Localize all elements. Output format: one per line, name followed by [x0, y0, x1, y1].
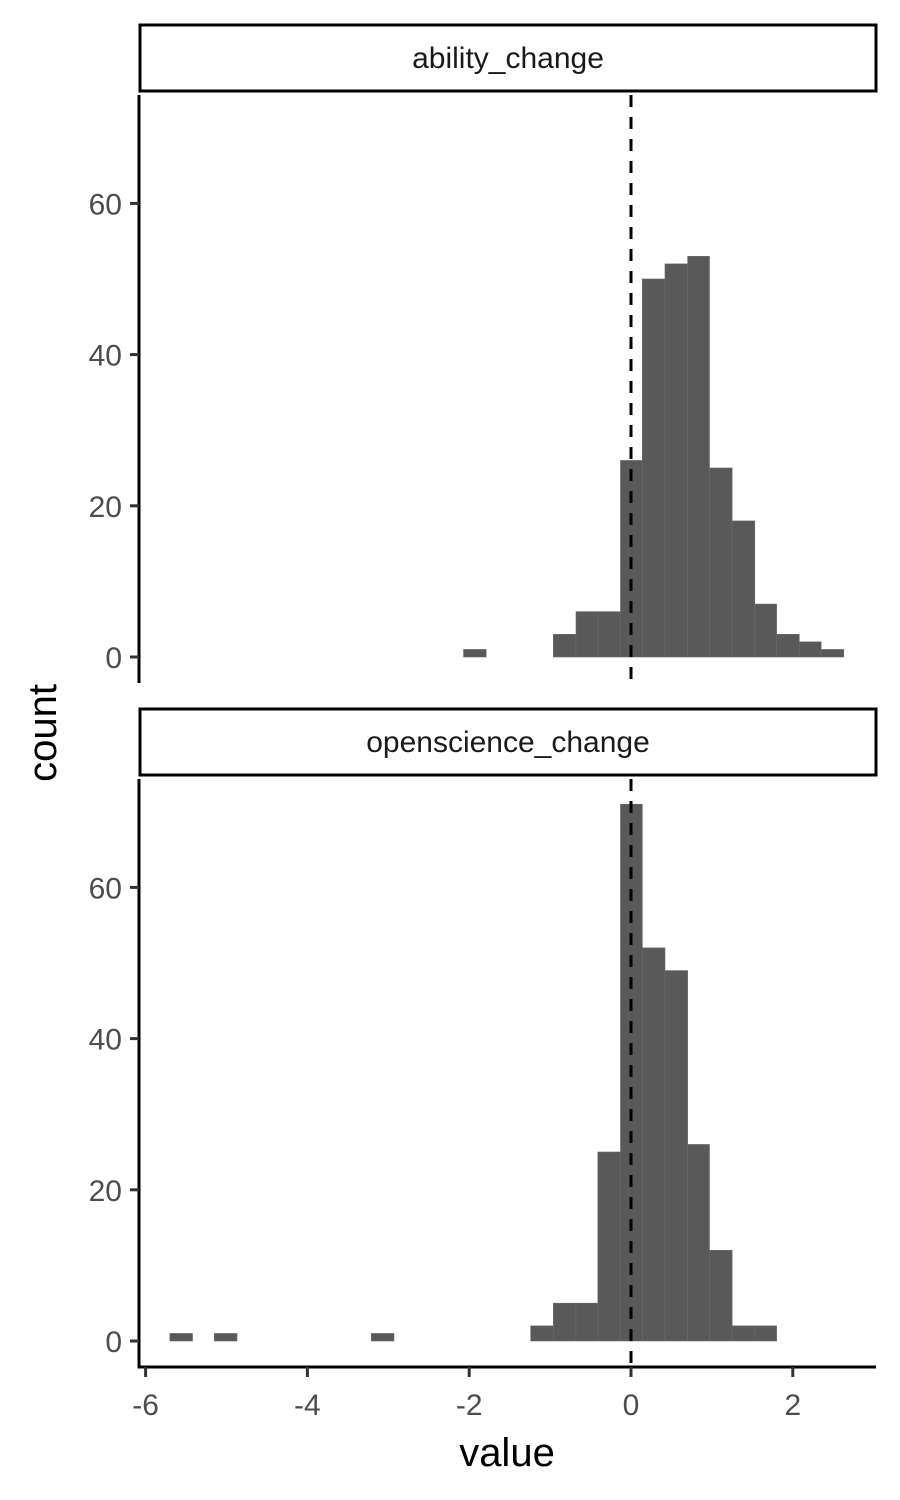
facet-strip-label: openscience_change — [366, 726, 650, 759]
histogram-bar — [169, 1333, 193, 1342]
histogram-bar — [463, 649, 487, 658]
histogram-bar — [553, 1302, 577, 1342]
facet-strip — [138, 23, 878, 93]
histogram-bar — [687, 1144, 710, 1342]
histogram-bar — [798, 641, 822, 658]
x-tick-label: -6 — [132, 1389, 159, 1422]
x-tick-label: -4 — [294, 1389, 321, 1422]
histogram-bar — [776, 634, 800, 658]
histogram-bar — [597, 1151, 621, 1342]
facet-panel-openscience_change: openscience_change 0 20 40 60 — [89, 707, 878, 1367]
y-tick-label: 0 — [105, 1326, 122, 1359]
y-tick-label: 20 — [89, 1175, 122, 1208]
facet-strip — [138, 707, 878, 777]
chart-panels: ability_change 0 20 40 60 openscience_change 0… — [89, 23, 878, 1367]
histogram-bar — [642, 278, 666, 658]
histogram-bar — [709, 467, 733, 658]
histogram-bar — [664, 263, 688, 658]
histogram-bar — [575, 1302, 599, 1342]
x-axis-title: value — [459, 1431, 555, 1475]
y-tick-label: 40 — [89, 1024, 122, 1057]
histogram-bar — [664, 970, 688, 1342]
x-axis: -6 -4 -2 0 2 — [132, 1365, 876, 1422]
histogram-bar — [575, 611, 599, 658]
histogram-bar — [754, 1325, 777, 1342]
histogram-bar — [820, 649, 845, 658]
y-tick-label: 40 — [89, 340, 122, 373]
histogram-bar — [371, 1333, 395, 1342]
histogram-bar — [553, 634, 577, 658]
histogram-bar — [731, 520, 756, 658]
facet-strip-label: ability_change — [412, 42, 604, 75]
facet-panel-ability_change: ability_change 0 20 40 60 — [89, 23, 878, 683]
x-tick-label: 0 — [623, 1389, 640, 1422]
x-tick-label: -2 — [456, 1389, 483, 1422]
histogram-bar — [709, 1249, 733, 1342]
histogram-bar — [214, 1333, 238, 1342]
histogram-bar — [687, 256, 710, 658]
histogram-bar — [731, 1325, 756, 1342]
histogram-bar — [642, 947, 666, 1342]
y-tick-label: 20 — [89, 491, 122, 524]
y-tick-label: 60 — [89, 188, 122, 221]
x-tick-label: 2 — [784, 1389, 801, 1422]
y-tick-label: 60 — [89, 872, 122, 905]
y-tick-label: 0 — [105, 642, 122, 675]
histogram-bar — [597, 611, 621, 658]
histogram-bar — [754, 603, 777, 658]
y-axis-title: count — [21, 684, 65, 782]
histogram-bar — [530, 1325, 554, 1342]
